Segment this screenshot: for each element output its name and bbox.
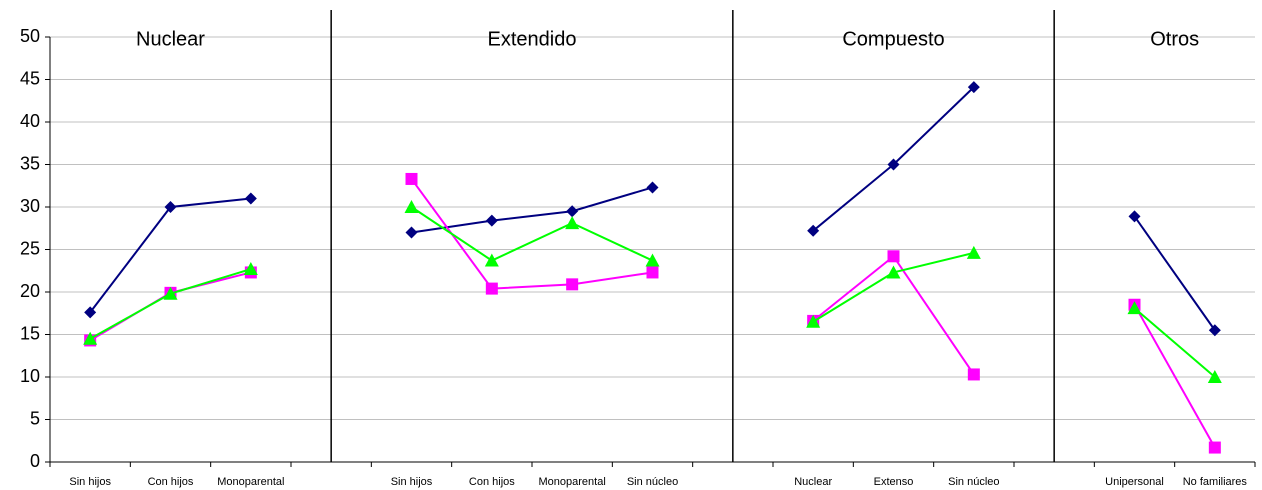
x-tick-label: Sin hijos xyxy=(69,476,111,488)
group-label: Otros xyxy=(1150,28,1199,50)
x-tick-label: Sin núcleo xyxy=(627,476,678,488)
group-label: Extendido xyxy=(488,28,577,50)
y-tick-label: 5 xyxy=(30,408,40,428)
point xyxy=(646,266,659,279)
point xyxy=(243,262,258,276)
point xyxy=(405,172,418,185)
point xyxy=(966,245,981,259)
point xyxy=(244,192,257,205)
point xyxy=(887,250,900,263)
y-tick-label: 20 xyxy=(20,281,40,301)
point xyxy=(1128,210,1141,223)
x-tick-label: Monoparental xyxy=(217,476,284,488)
y-tick-label: 25 xyxy=(20,238,40,258)
x-tick-label: Con hijos xyxy=(148,476,194,488)
point xyxy=(83,331,98,345)
point xyxy=(807,224,820,237)
point xyxy=(84,306,97,319)
x-tick-label: Unipersonal xyxy=(1105,476,1164,488)
x-tick-label: Nuclear xyxy=(794,476,832,488)
group-label: Nuclear xyxy=(136,28,205,50)
point xyxy=(1127,301,1142,315)
point xyxy=(645,253,660,267)
y-tick-label: 35 xyxy=(20,153,40,173)
series-line xyxy=(89,178,1216,449)
point xyxy=(887,158,900,171)
x-tick-label: Sin núcleo xyxy=(948,476,999,488)
x-tick-label: No familiares xyxy=(1183,476,1248,488)
point xyxy=(404,200,419,213)
point xyxy=(566,205,579,218)
x-tick-label: Con hijos xyxy=(469,476,515,488)
point xyxy=(886,265,901,279)
y-tick-label: 40 xyxy=(20,111,40,131)
y-tick-label: 30 xyxy=(20,196,40,216)
group-label: Compuesto xyxy=(842,28,944,50)
point xyxy=(485,282,498,295)
point xyxy=(967,81,980,94)
y-tick-label: 50 xyxy=(20,26,40,46)
point xyxy=(806,314,821,328)
point xyxy=(485,214,498,227)
y-tick-label: 15 xyxy=(20,323,40,343)
series-line xyxy=(89,86,1216,331)
y-tick-label: 0 xyxy=(30,451,40,471)
point xyxy=(967,368,980,381)
x-tick-label: Sin hijos xyxy=(391,476,433,488)
x-tick-label: Extenso xyxy=(874,476,914,488)
point xyxy=(164,201,177,213)
point xyxy=(1208,324,1221,337)
point xyxy=(646,181,659,194)
x-tick-label: Monoparental xyxy=(539,476,606,488)
point xyxy=(1207,370,1222,383)
y-tick-label: 45 xyxy=(20,68,40,88)
y-tick-label: 10 xyxy=(20,366,40,386)
point xyxy=(565,216,580,230)
point xyxy=(566,278,579,291)
point xyxy=(1208,441,1221,454)
point xyxy=(405,226,418,239)
point xyxy=(163,286,178,300)
point xyxy=(484,253,499,267)
